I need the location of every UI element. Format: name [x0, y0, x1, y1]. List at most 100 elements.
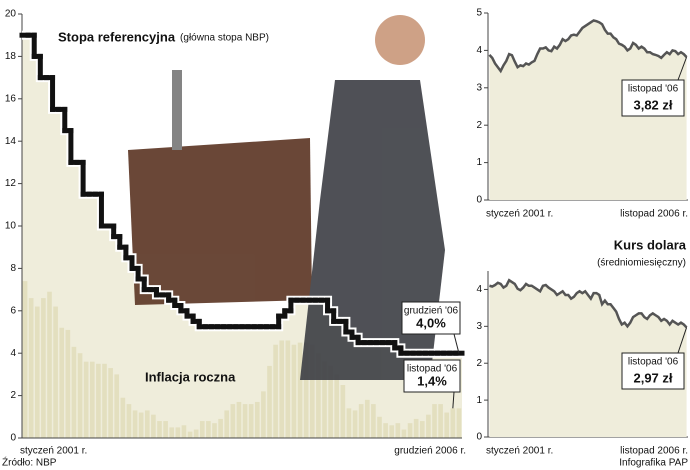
bar: [96, 364, 101, 438]
bar: [200, 421, 205, 438]
infographic: Źródło: NBP Infografika PAP 024681012141…: [0, 0, 690, 470]
bar: [444, 413, 449, 438]
bar: [261, 391, 266, 438]
bar: [133, 410, 138, 438]
bar: [35, 307, 40, 438]
bar: [334, 374, 339, 438]
y-tick-label: 12: [5, 178, 17, 189]
bar: [383, 423, 388, 438]
bar: [286, 340, 291, 438]
bar: [292, 345, 297, 438]
y-tick-label: 4: [476, 45, 482, 56]
bar: [90, 362, 95, 438]
series-title: Stopa referencyjna: [58, 29, 176, 44]
y-tick-label: 0: [476, 432, 482, 443]
bar: [224, 410, 229, 438]
bar: [279, 340, 284, 438]
credit: Infografika PAP: [619, 458, 688, 469]
bar: [72, 347, 77, 438]
bar: [420, 421, 425, 438]
y-tick-label: 8: [10, 263, 16, 274]
bar: [114, 374, 119, 438]
bar: [432, 404, 437, 438]
bar: [121, 398, 126, 438]
bar: [451, 408, 456, 438]
series-label: Inflacja roczna: [145, 369, 236, 384]
x-tick-label: styczeń 2001 r.: [486, 446, 553, 457]
y-tick-label: 1: [476, 157, 482, 168]
callout-value: 4,0%: [416, 315, 446, 330]
y-tick-label: 20: [5, 9, 17, 20]
bar: [139, 413, 144, 438]
y-tick-label: 18: [5, 51, 17, 62]
y-tick-label: 10: [5, 221, 17, 232]
bar: [108, 368, 113, 438]
bar: [157, 421, 162, 438]
bar: [438, 404, 443, 438]
bar: [59, 328, 64, 438]
bar: [41, 298, 46, 438]
bar: [243, 404, 248, 438]
callout-value: 2,97 zł: [633, 370, 672, 385]
bar: [408, 423, 413, 438]
x-tick-label: grudzień 2006 r.: [394, 446, 466, 457]
bar: [414, 419, 419, 438]
y-tick-label: 16: [5, 93, 17, 104]
figure-head: [375, 15, 425, 65]
bar: [365, 400, 370, 438]
bar: [66, 330, 71, 438]
bar: [341, 385, 346, 438]
callout-value: 3,82 zł: [633, 97, 672, 112]
y-tick-label: 14: [5, 136, 17, 147]
figure: [300, 80, 445, 380]
bar: [23, 281, 28, 438]
bar: [298, 343, 303, 438]
bar: [353, 410, 358, 438]
y-tick-label: 2: [476, 358, 482, 369]
bar: [145, 410, 150, 438]
y-tick-label: 0: [10, 433, 16, 444]
bar: [163, 421, 168, 438]
bar: [249, 404, 254, 438]
y-tick-label: 1: [476, 395, 482, 406]
bar: [273, 345, 278, 438]
y-tick-label: 2: [476, 120, 482, 131]
x-tick-label: styczeń 2001 r.: [486, 209, 553, 220]
bar: [255, 402, 260, 438]
y-tick-label: 0: [476, 195, 482, 206]
y-tick-label: 4: [10, 348, 16, 359]
bar: [53, 307, 58, 438]
y-tick-label: 3: [476, 82, 482, 93]
bar: [402, 430, 407, 438]
bar: [389, 425, 394, 438]
microphone: [172, 70, 182, 150]
bar: [457, 408, 462, 438]
source: Źródło: NBP: [2, 456, 57, 469]
callout-date: listopad '06: [628, 84, 679, 95]
chart-subtitle: (średniomiesięczny): [597, 258, 686, 269]
bar: [176, 427, 181, 438]
series-note: (główna stopa NBP): [180, 33, 269, 44]
bar: [206, 421, 211, 438]
bar: [182, 425, 187, 438]
bar: [267, 366, 272, 438]
x-tick-label: listopad 2006 r.: [620, 209, 688, 220]
chart-title: Kurs dolara: [614, 237, 687, 252]
bar: [231, 404, 236, 438]
x-tick-label: styczeń 2001 r.: [20, 446, 87, 457]
bar: [377, 417, 382, 438]
callout-date: listopad '06: [628, 357, 679, 368]
bar: [188, 432, 193, 438]
bar: [47, 292, 52, 438]
bar: [359, 404, 364, 438]
bar: [218, 419, 223, 438]
y-tick-label: 3: [476, 321, 482, 332]
bar: [396, 423, 401, 438]
bar: [102, 364, 107, 438]
y-tick-label: 4: [476, 284, 482, 295]
bar: [237, 402, 242, 438]
y-tick-label: 2: [10, 390, 16, 401]
bar: [347, 408, 352, 438]
y-tick-label: 5: [476, 8, 482, 19]
y-tick-label: 6: [10, 305, 16, 316]
